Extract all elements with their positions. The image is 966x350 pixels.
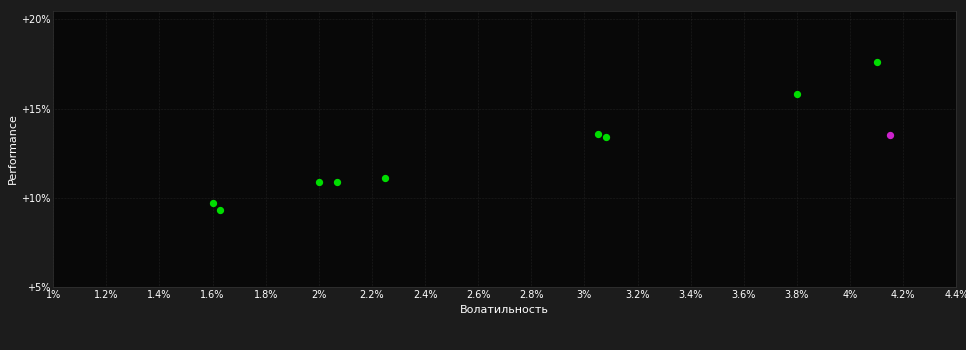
Point xyxy=(311,179,327,184)
Point xyxy=(882,133,897,138)
Point xyxy=(590,131,606,136)
Point xyxy=(598,134,613,140)
X-axis label: Волатильность: Волатильность xyxy=(460,305,550,315)
Point xyxy=(789,92,805,97)
Y-axis label: Performance: Performance xyxy=(8,113,18,184)
Point xyxy=(378,175,393,181)
Point xyxy=(329,179,345,184)
Point xyxy=(213,208,228,213)
Point xyxy=(869,60,885,65)
Point xyxy=(205,200,220,206)
